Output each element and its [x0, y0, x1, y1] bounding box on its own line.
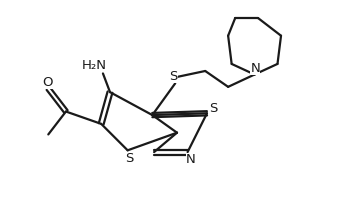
Text: N: N: [250, 62, 260, 75]
Text: S: S: [169, 70, 178, 83]
Text: N: N: [186, 153, 196, 166]
Text: O: O: [42, 76, 53, 89]
Text: S: S: [125, 152, 133, 165]
Text: S: S: [209, 102, 217, 114]
Text: H₂N: H₂N: [82, 59, 107, 72]
